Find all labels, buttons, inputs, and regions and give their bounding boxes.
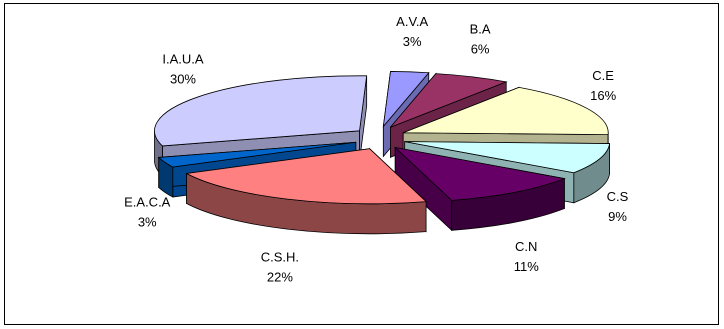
pie-labels: A.V.A 3% B.A 6% C.E 16% C.S 9% C.N 11% C.S.H. 22% E.… <box>124 14 629 285</box>
pie-slice-c-n <box>393 146 566 232</box>
slice-label-i-a-u-a: I.A.U.A <box>162 51 204 66</box>
slice-label-c-s: C.S <box>607 189 629 204</box>
slice-label-c-s-h: C.S.H. <box>261 250 299 265</box>
slice-label-e-a-c-a: E.A.C.A <box>124 194 171 209</box>
slice-percent-c-s-h: 22% <box>267 270 293 285</box>
slice-label-c-n: C.N <box>515 239 537 254</box>
pie-slices <box>154 71 611 235</box>
slice-label-c-e: C.E <box>592 68 614 83</box>
slice-label-a-v-a: A.V.A <box>396 14 428 29</box>
slice-percent-e-a-c-a: 3% <box>138 214 157 229</box>
slice-percent-a-v-a: 3% <box>403 34 422 49</box>
slice-percent-b-a: 6% <box>471 41 490 56</box>
slice-percent-i-a-u-a: 30% <box>170 71 196 86</box>
slice-percent-c-s: 9% <box>608 209 627 224</box>
slice-label-b-a: B.A <box>470 21 491 36</box>
slice-percent-c-n: 11% <box>514 259 539 274</box>
slice-percent-c-e: 16% <box>590 88 616 103</box>
pie-slice-c-s-h <box>185 147 428 235</box>
